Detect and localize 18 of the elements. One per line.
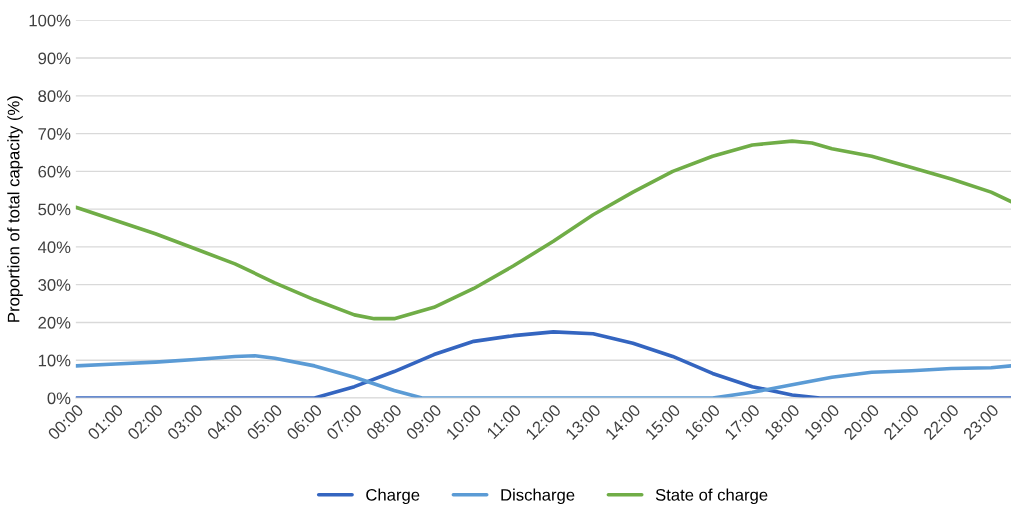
y-axis-title: Proportion of total capacity (%) — [7, 96, 23, 322]
legend-label: Discharge — [501, 488, 575, 505]
y-tick-label: 80% — [38, 90, 71, 103]
y-tick-label: 20% — [38, 316, 71, 329]
y-tick-label: 50% — [38, 203, 71, 216]
y-tick-label: 40% — [37, 241, 71, 254]
y-tick-label: 30% — [38, 279, 71, 291]
line-series — [75, 139, 1011, 321]
legend-label: Charge — [366, 488, 420, 505]
y-tick-label: 100% — [29, 14, 71, 27]
legend-label: State of charge — [655, 488, 768, 505]
line-series — [75, 330, 1011, 398]
y-tick-label: 90% — [38, 52, 71, 65]
line-series — [75, 353, 1011, 398]
y-tick-label: 0% — [47, 392, 71, 405]
y-tick-label: 10% — [38, 354, 71, 367]
y-tick-label: 60% — [38, 165, 71, 178]
y-tick-label: 70% — [38, 128, 71, 140]
